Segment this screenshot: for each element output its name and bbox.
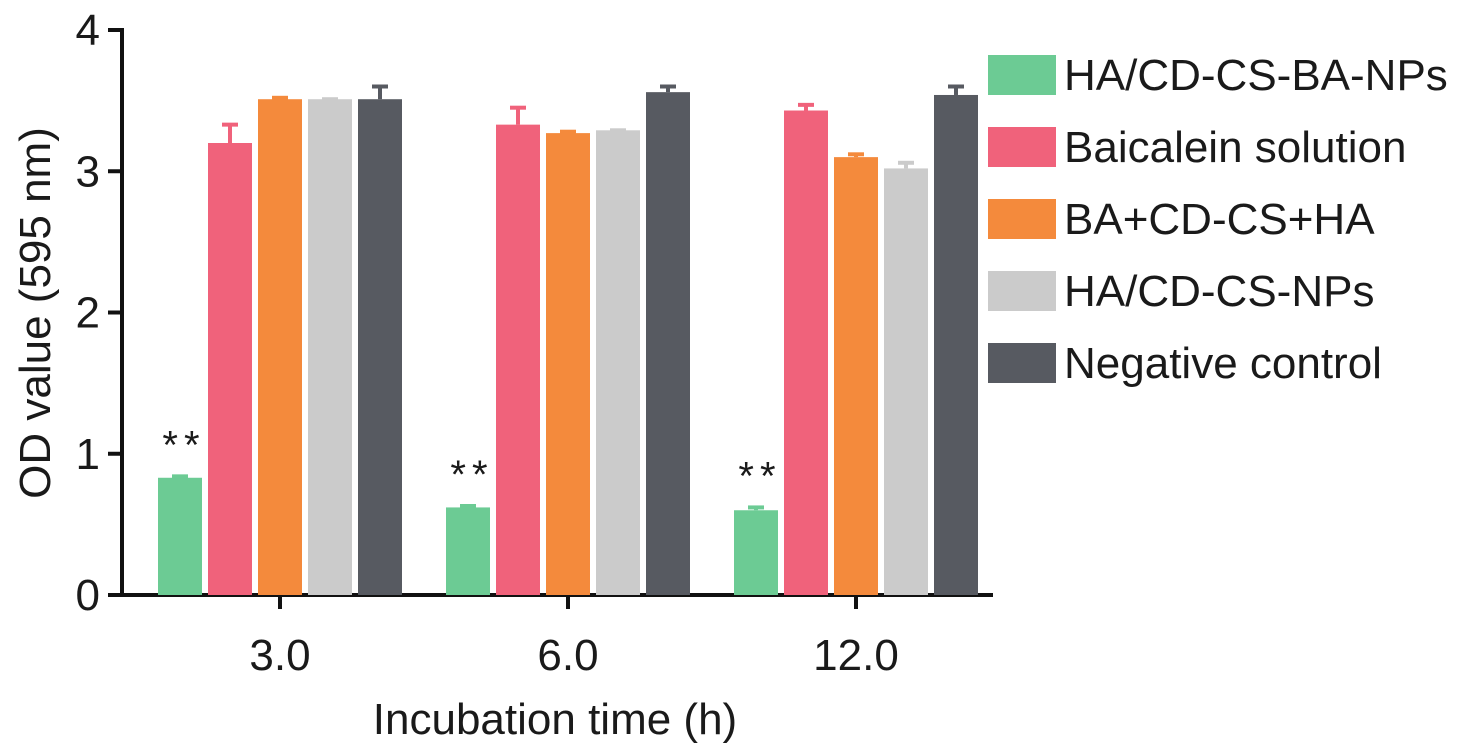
bar xyxy=(884,168,928,596)
legend-label: Negative control xyxy=(1064,339,1382,388)
legend-label: HA/CD-CS-BA-NPs xyxy=(1064,51,1448,100)
bar xyxy=(934,94,978,595)
bar xyxy=(734,510,778,595)
x-axis-title: Incubation time (h) xyxy=(373,695,737,744)
bars xyxy=(158,84,978,596)
bar xyxy=(358,99,402,596)
bar xyxy=(546,133,590,596)
legend-swatch xyxy=(988,343,1056,383)
y-tick-label: 0 xyxy=(76,571,100,620)
legend-swatch xyxy=(988,55,1056,95)
y-tick-label: 4 xyxy=(76,6,100,55)
significance-label: ** xyxy=(738,454,781,498)
bar xyxy=(446,507,490,595)
bar xyxy=(596,130,640,595)
y-axis-title: OD value (595 nm) xyxy=(11,127,60,499)
legend-swatch xyxy=(988,271,1056,311)
x-tick-label: 12.0 xyxy=(813,631,899,680)
legend-label: Baicalein solution xyxy=(1064,123,1406,172)
bar xyxy=(208,143,252,595)
legend-swatch xyxy=(988,127,1056,167)
significance-annotations: ** ** ** xyxy=(162,423,781,498)
x-tick-label: 6.0 xyxy=(537,631,598,680)
bar xyxy=(496,124,540,595)
bar xyxy=(834,157,878,595)
significance-label: ** xyxy=(450,453,493,497)
bar xyxy=(158,477,202,595)
legend-label: HA/CD-CS-NPs xyxy=(1064,267,1374,316)
legend: HA/CD-CS-BA-NPs Baicalein solution BA+CD-C… xyxy=(988,51,1448,388)
legend-swatch xyxy=(988,199,1056,239)
bar xyxy=(784,110,828,595)
bar xyxy=(646,92,690,596)
y-tick-label: 3 xyxy=(76,147,100,196)
legend-label: BA+CD-CS+HA xyxy=(1064,195,1375,244)
y-tick-label: 1 xyxy=(76,430,100,479)
bar xyxy=(308,99,352,596)
y-tick-label: 2 xyxy=(76,289,100,338)
x-tick-label: 3.0 xyxy=(249,631,310,680)
significance-label: ** xyxy=(162,423,205,467)
bar xyxy=(258,99,302,596)
